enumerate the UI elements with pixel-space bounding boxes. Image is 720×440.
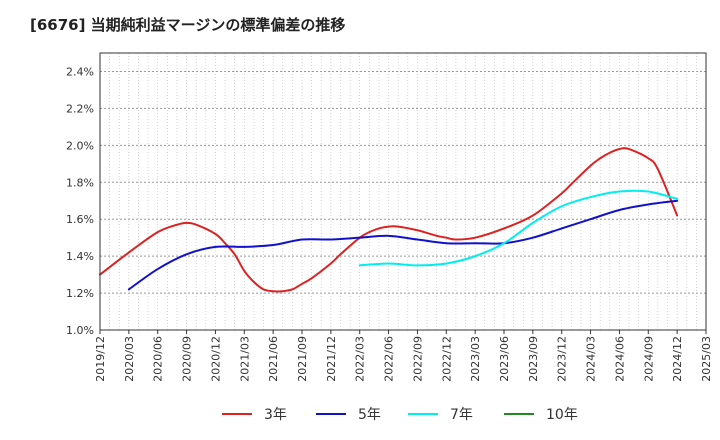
legend-swatch-10y xyxy=(504,413,534,415)
y-tick-label: 1.8% xyxy=(66,176,94,189)
series-line-2 xyxy=(358,189,679,267)
y-tick-label: 1.6% xyxy=(66,213,94,226)
legend-item-10y: 10年 xyxy=(504,402,578,426)
x-axis-labels: 2019/12 2020/03 2020/06 2020/09 2020/12 2021/… xyxy=(94,336,713,382)
y-axis-labels: 1.0% 1.2% 1.4% 1.6% 1.8% 2.0% 2.2% 2.4% xyxy=(66,65,94,337)
y-tick-label: 1.4% xyxy=(66,250,94,263)
legend-label-10y: 10年 xyxy=(546,407,578,423)
x-tick-label: 2022/06 xyxy=(383,336,396,382)
x-tick-label: 2024/12 xyxy=(671,336,684,382)
x-tick-label: 2020/12 xyxy=(209,336,222,382)
x-tick-label: 2024/09 xyxy=(642,336,655,382)
series-line-0 xyxy=(99,147,679,293)
legend-swatch-3y xyxy=(222,413,252,415)
legend-swatch-7y xyxy=(408,413,438,415)
x-tick-label: 2024/03 xyxy=(585,336,598,382)
x-tick-label: 2021/09 xyxy=(296,336,309,382)
chart-title: [6676] 当期純利益マージンの標準偏差の推移 xyxy=(30,16,346,34)
x-tick-label: 2021/03 xyxy=(238,336,251,382)
series-lines xyxy=(99,147,679,293)
legend-label-3y: 3年 xyxy=(264,407,287,423)
y-tick-label: 1.0% xyxy=(66,324,94,337)
x-tick-label: 2022/03 xyxy=(354,336,367,382)
x-tick-label: 2020/06 xyxy=(152,336,165,382)
plot-frame xyxy=(99,52,707,331)
x-tick-label: 2022/09 xyxy=(411,336,424,382)
y-tick-label: 1.2% xyxy=(66,287,94,300)
x-tick-label: 2022/12 xyxy=(440,336,453,382)
x-tick-label: 2023/06 xyxy=(498,336,511,382)
x-tick-label: 2023/09 xyxy=(527,336,540,382)
series-line-1 xyxy=(127,199,679,291)
x-tick-label: 2019/12 xyxy=(94,336,107,382)
x-tick-label: 2023/03 xyxy=(469,336,482,382)
legend-item-3y: 3年 xyxy=(222,402,287,426)
x-tick-label: 2023/12 xyxy=(556,336,569,382)
legend-swatch-5y xyxy=(316,413,346,415)
x-tick-label: 2020/03 xyxy=(123,336,136,382)
legend-label-5y: 5年 xyxy=(358,407,381,423)
x-tick-label: 2020/09 xyxy=(181,336,194,382)
y-tick-label: 2.4% xyxy=(66,65,94,78)
line-chart: 1.0% 1.2% 1.4% 1.6% 1.8% 2.0% 2.2% 2.4% 2019/12… xyxy=(66,52,713,382)
x-tick-label: 2021/12 xyxy=(325,336,338,382)
legend-item-7y: 7年 xyxy=(408,402,473,426)
y-tick-label: 2.2% xyxy=(66,102,94,115)
grid-lines xyxy=(99,53,707,334)
x-tick-label: 2024/06 xyxy=(613,336,626,382)
legend: 3年 5年 7年 10年 xyxy=(0,402,720,426)
legend-label-7y: 7年 xyxy=(450,407,473,423)
legend-item-5y: 5年 xyxy=(316,402,381,426)
x-tick-label: 2021/06 xyxy=(267,336,280,382)
x-tick-label: 2025/03 xyxy=(700,336,713,382)
y-tick-label: 2.0% xyxy=(66,139,94,152)
